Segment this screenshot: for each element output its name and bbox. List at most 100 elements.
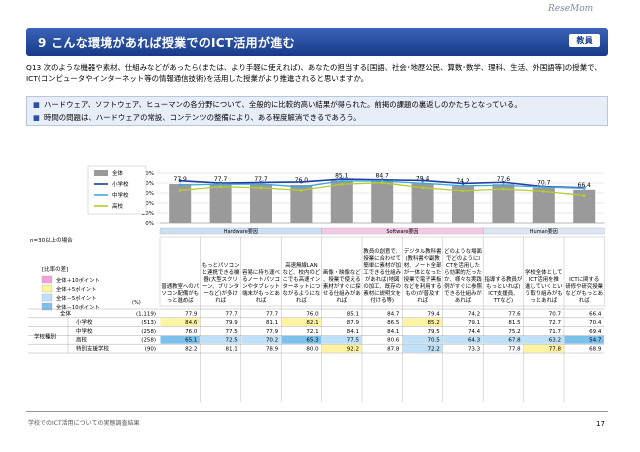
highlight-cell: [483, 335, 524, 344]
legend-label: 高校: [112, 202, 124, 210]
table-cell: 79.4: [428, 311, 441, 317]
column-header-text: ンやタブレット: [242, 282, 280, 290]
row-n: (258): [141, 329, 156, 335]
table-cell: 87.9: [347, 320, 360, 326]
group-label: Hardware要因: [224, 229, 258, 235]
table-cell: 63.2: [549, 338, 561, 344]
column-header-text: っと進めば: [167, 296, 195, 304]
series-point: [421, 179, 424, 182]
column-header-text: るノートパソコ: [242, 276, 280, 283]
finding-2-text: 時間の問題は、ハードウェアの常設、コンテンツの整備により、ある程度解消できるであ…: [43, 113, 361, 122]
highlight-cell: [564, 335, 604, 344]
column-header-text: こでも高速イン: [283, 275, 321, 283]
column-header-text: 教員の創意で、: [363, 247, 401, 255]
table-cell: 65.3: [306, 338, 319, 344]
table-cell: 87.8: [387, 347, 400, 353]
table-cell: 54.7: [589, 338, 602, 344]
column-header-text: の加工、既存の: [363, 282, 401, 290]
column-header-text: ソコン配備がも: [161, 289, 199, 297]
diff-legend-swatch: [41, 293, 53, 302]
table-cell: 65.1: [185, 338, 197, 344]
page-number: 17: [596, 420, 605, 428]
row-n: (90): [145, 347, 156, 353]
highlight-cell: [160, 318, 200, 327]
table-cell: 74.2: [468, 311, 480, 317]
series-point: [380, 181, 384, 185]
table-cell: 70.7: [549, 311, 562, 317]
table-cell: 77.9: [185, 311, 198, 317]
data-label: 84.7: [376, 173, 390, 180]
column-header-text: ながるようにな: [283, 289, 321, 297]
table-cell: 77.5: [347, 338, 360, 344]
column-header-text: 材、ノート全部: [404, 261, 442, 269]
column-header-text: 工できる仕組み: [363, 268, 401, 276]
table-cell: 77.6: [508, 311, 521, 317]
series-point: [178, 183, 182, 187]
column-header-text: もっとパソコン: [202, 262, 240, 269]
column-header-text: 素材に説明文を: [363, 289, 401, 297]
highlight-cell: [322, 344, 362, 353]
bar: [169, 184, 192, 223]
column-header-text: 簡単に素材が加: [363, 261, 401, 269]
series-point: [582, 186, 586, 190]
diff-legend-label: 全体＋10ポイント: [56, 276, 100, 284]
table-cell: 86.5: [387, 320, 400, 326]
highlight-cell: [160, 335, 200, 344]
series-point: [340, 182, 344, 186]
table-cell: 76.0: [185, 329, 198, 335]
title-text: 9 こんな環境があれば授業でのICT活用が進む: [38, 36, 295, 50]
series-point: [461, 184, 465, 188]
header-frame: [159, 236, 605, 307]
table-cell: 84.1: [387, 329, 399, 335]
bullet-icon: ■: [33, 113, 40, 122]
column-header-text: できる仕組みが: [444, 289, 482, 297]
table-cell: 81.1: [226, 347, 238, 353]
series-point: [502, 187, 505, 191]
highlight-cell: [402, 344, 443, 353]
column-header-text: 画像・映像など: [323, 268, 361, 276]
column-header-text: ICTに関する: [569, 276, 599, 283]
table-cell: 69.4: [589, 329, 602, 335]
row-n: (1,119): [136, 311, 156, 317]
column-header-text: などを利用する: [404, 282, 442, 290]
percent-label: (%): [132, 300, 141, 306]
table-cell: 82.1: [306, 320, 318, 326]
column-header-text: ICT支援員、: [488, 289, 518, 297]
bar: [371, 180, 394, 223]
bullet-icon: ■: [33, 100, 40, 109]
data-label: 76.0: [295, 177, 309, 184]
table-cell: 72.7: [549, 320, 562, 326]
diff-legend-label: 全体－10ポイント: [56, 303, 100, 311]
footer-rule: [26, 411, 608, 412]
highlight-cell: [241, 335, 281, 344]
series-point: [582, 194, 586, 198]
column-header-text: 学校全体として: [525, 268, 563, 276]
series-point: [421, 181, 424, 185]
group-label: Software要因: [386, 229, 418, 235]
table-cell: 81.5: [508, 320, 521, 326]
watermark-logo: ReseMom: [548, 4, 594, 14]
n-note: n=30以上の場合: [30, 236, 73, 244]
column-header-text: れば: [417, 296, 428, 304]
bar: [532, 187, 555, 223]
bar: [209, 184, 232, 223]
column-header-text: 例がすぐに参照: [444, 282, 482, 290]
table-cell: 79.5: [428, 329, 441, 335]
legend-title: [比率の差]: [42, 265, 68, 273]
row-label: 小学校: [76, 318, 93, 326]
highlight-cell: [322, 335, 362, 344]
highlight-cell: [281, 318, 322, 327]
column-header-text: か、様々な実践: [444, 275, 482, 283]
table-cell: 81.1: [266, 320, 278, 326]
highlight-cell: [524, 344, 564, 353]
table-cell: 84.1: [347, 329, 359, 335]
series-point: [259, 186, 263, 190]
findings-box: ■ ハードウェア、ソフトウェア、ヒューマンの各分野について、全般的に比較的高い結果…: [26, 96, 608, 126]
series-point: [421, 186, 424, 190]
column-header-text: ら効果的だった: [444, 268, 482, 276]
diff-legend-swatch: [41, 302, 53, 311]
bar: [330, 180, 353, 223]
series-point: [178, 179, 182, 183]
table-cell: 72.5: [226, 338, 239, 344]
